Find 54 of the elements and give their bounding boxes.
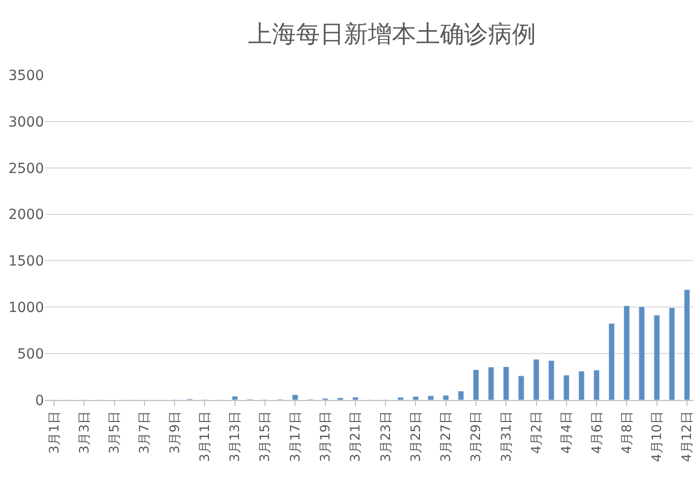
y-tick-label: 1000: [8, 300, 44, 316]
y-tick-label: 2500: [8, 160, 44, 177]
bar: [472, 369, 480, 400]
bar: [668, 307, 676, 400]
x-tick-label: 3月1日: [47, 411, 62, 454]
chart-title: 上海每日新增本土确诊病例: [248, 20, 536, 48]
x-tick-label: 3月19日: [318, 411, 334, 462]
x-tick-label: 3月13日: [228, 411, 244, 462]
y-tick-label: 3500: [8, 68, 44, 84]
x-tick-label: 3月23日: [378, 411, 394, 462]
x-tick-label: 3月31日: [499, 411, 514, 462]
y-tick-label: 0: [35, 392, 44, 409]
x-tick-label: 3月11日: [198, 411, 213, 462]
x-tick-label: 3月21日: [348, 411, 364, 462]
bar: [232, 396, 238, 400]
bar: [533, 359, 540, 400]
x-tick-label: 3月29日: [469, 411, 484, 462]
x-tick-label: 3月5日: [108, 411, 123, 454]
x-tick-label: 4月12日: [680, 411, 696, 462]
x-tick-label: 4月8日: [620, 411, 635, 454]
bar: [638, 306, 645, 400]
bar: [428, 396, 434, 400]
bar: [488, 366, 494, 400]
bar: [442, 395, 449, 400]
x-tick-label: 4月4日: [560, 411, 575, 454]
bar: [548, 360, 554, 400]
x-tick-label: 3月3日: [77, 411, 92, 454]
bar: [578, 370, 585, 400]
y-tick-label: 3000: [8, 114, 44, 130]
x-tick-label: 3月27日: [439, 411, 454, 462]
bar: [563, 374, 570, 400]
x-tick-label: 4月10日: [650, 411, 666, 462]
x-tick-label: 3月25日: [408, 411, 424, 462]
x-tick-label: 4月2日: [529, 411, 544, 454]
bar: [593, 370, 600, 400]
bar: [684, 289, 690, 400]
bar: [398, 397, 404, 400]
bar: [458, 390, 464, 400]
y-tick-label: 2000: [8, 207, 44, 224]
bar: [608, 323, 615, 400]
x-tick-label: 3月7日: [138, 411, 153, 454]
y-tick-label: 1500: [8, 254, 44, 270]
bar: [292, 394, 298, 400]
bar: [412, 396, 419, 400]
bar: [518, 376, 524, 400]
x-tick-label: 4月6日: [590, 411, 605, 454]
x-tick-label: 3月15日: [258, 411, 274, 462]
bar: [352, 396, 359, 400]
x-tick-label: 3月9日: [168, 411, 183, 454]
x-tick-label: 3月17日: [288, 411, 304, 462]
bar: [654, 314, 660, 400]
y-tick-label: 500: [17, 346, 44, 362]
bar: [503, 366, 510, 400]
bar: [624, 306, 630, 400]
